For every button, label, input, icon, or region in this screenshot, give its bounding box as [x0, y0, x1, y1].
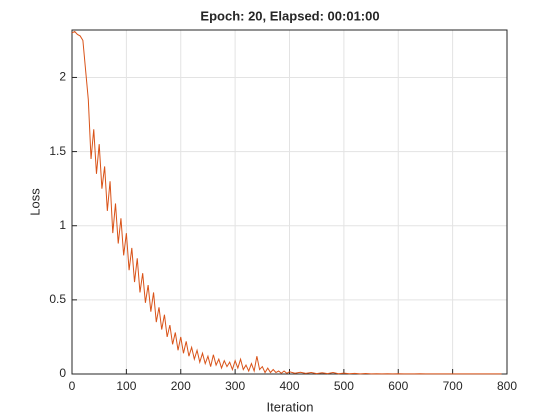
- chart-title: Epoch: 20, Elapsed: 00:01:00: [200, 8, 379, 23]
- x-tick-label: 200: [171, 379, 191, 393]
- x-tick-label: 300: [225, 379, 245, 393]
- y-tick-label: 0: [59, 366, 66, 380]
- x-tick-label: 100: [116, 379, 136, 393]
- loss-line: [71, 30, 502, 375]
- x-tick-label: 400: [279, 379, 299, 393]
- axes-box: [71, 29, 508, 375]
- y-tick-label: 1: [59, 218, 66, 232]
- y-tick-label: 2: [59, 70, 66, 84]
- y-axis-label: Loss: [27, 188, 42, 216]
- x-tick-label: 700: [443, 379, 463, 393]
- x-tick-label: 800: [497, 379, 517, 393]
- x-tick-label: 500: [334, 379, 354, 393]
- y-tick-label: 0.5: [49, 292, 66, 306]
- y-tick-label: 1.5: [49, 144, 66, 158]
- x-axis-label: Iteration: [267, 399, 314, 414]
- x-tick-label: 600: [388, 379, 408, 393]
- x-tick-label: 0: [69, 379, 76, 393]
